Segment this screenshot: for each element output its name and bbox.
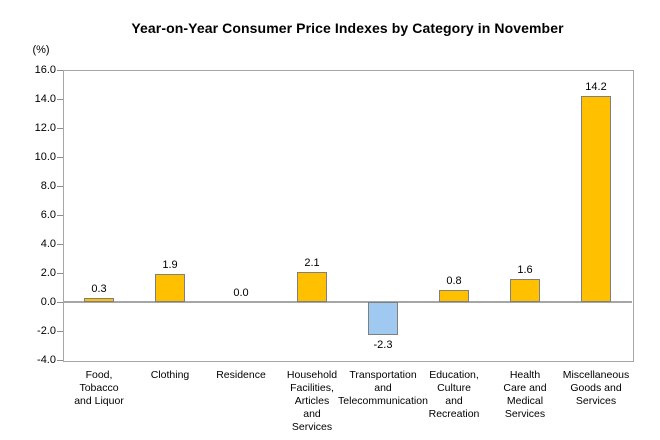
- y-axis-tick-label: 10.0: [34, 151, 56, 163]
- y-axis-tick-label: 14.0: [34, 93, 56, 105]
- y-axis-tick-label: -4.0: [37, 354, 56, 366]
- y-axis-tick-label: 12.0: [34, 122, 56, 134]
- value-label-food-tobacco-and-liquor: 0.3: [91, 283, 107, 295]
- category-label-household-facilities-articles-and-services: Household Facilities, Articles and Servi…: [286, 369, 338, 433]
- chart-title: Year-on-Year Consumer Price Indexes by C…: [131, 20, 564, 36]
- y-axis-tick-label: 16.0: [34, 64, 56, 76]
- value-label-health-care-and-medical-services: 1.6: [517, 264, 533, 276]
- y-axis-tick: [57, 331, 63, 332]
- category-label-health-care-and-medical-services: Health Care and Medical Services: [503, 369, 547, 420]
- y-axis-tick-label: -2.0: [37, 325, 56, 337]
- y-axis-tick: [57, 273, 63, 274]
- category-label-education-culture-and-recreation: Education, Culture and Recreation: [428, 369, 480, 420]
- category-label-residence: Residence: [216, 369, 266, 381]
- y-axis-tick: [57, 99, 63, 100]
- y-axis-tick-label: 4.0: [40, 238, 56, 250]
- category-label-clothing: Clothing: [150, 369, 190, 381]
- y-axis-tick: [57, 157, 63, 158]
- category-label-transportation-and-telecommunication: Transportation and Telecommunication: [338, 369, 428, 407]
- bar-clothing: [155, 274, 185, 302]
- y-axis-tick: [57, 128, 63, 129]
- category-label-food-tobacco-and-liquor: Food, Tobacco and Liquor: [74, 369, 124, 407]
- y-axis-tick-label: 8.0: [40, 180, 56, 192]
- bar-household-facilities-articles-and-services: [297, 272, 327, 302]
- y-axis-tick: [57, 70, 63, 71]
- value-label-clothing: 1.9: [162, 259, 178, 271]
- bar-education-culture-and-recreation: [439, 290, 469, 302]
- bar-health-care-and-medical-services: [510, 279, 540, 302]
- value-label-residence: 0.0: [233, 287, 249, 299]
- category-label-miscellaneous-goods-and-services: Miscellaneous Goods and Services: [562, 369, 630, 407]
- bar-transportation-and-telecommunication: [368, 302, 398, 335]
- zero-baseline: [63, 301, 632, 303]
- y-axis-tick: [57, 244, 63, 245]
- y-axis-tick-label: 0.0: [40, 296, 56, 308]
- bar-miscellaneous-goods-and-services: [581, 96, 611, 302]
- y-axis-tick: [57, 360, 63, 361]
- y-axis-tick: [57, 186, 63, 187]
- y-axis-tick: [57, 302, 63, 303]
- y-axis-tick-label: 6.0: [40, 209, 56, 221]
- y-axis-tick-label: 2.0: [40, 267, 56, 279]
- value-label-transportation-and-telecommunication: -2.3: [373, 339, 393, 351]
- value-label-household-facilities-articles-and-services: 2.1: [304, 257, 320, 269]
- value-label-education-culture-and-recreation: 0.8: [446, 275, 462, 287]
- bar-food-tobacco-and-liquor: [84, 298, 114, 302]
- value-label-miscellaneous-goods-and-services: 14.2: [585, 81, 607, 93]
- y-axis-unit-label: (%): [32, 44, 50, 56]
- y-axis-tick: [57, 215, 63, 216]
- plot-area: [63, 70, 634, 362]
